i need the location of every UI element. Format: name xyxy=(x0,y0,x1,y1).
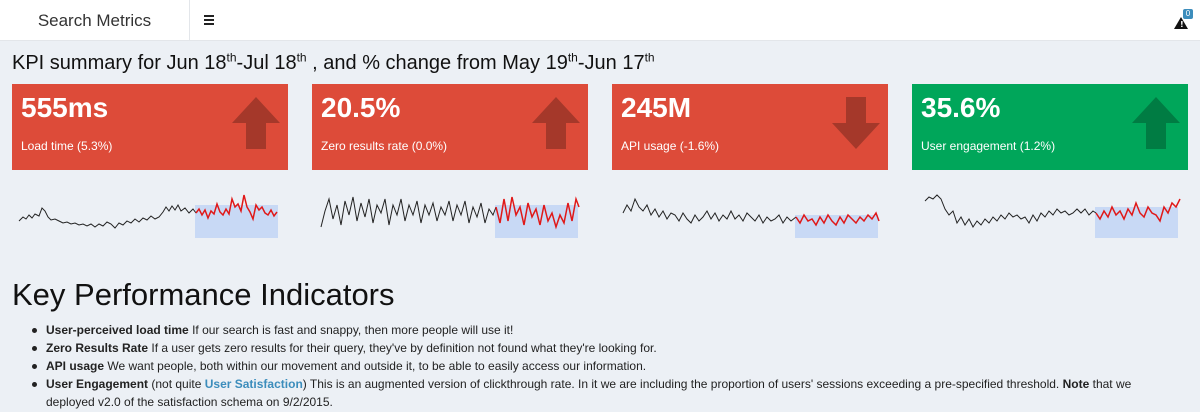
up-arrow-icon xyxy=(532,97,580,149)
user-satisfaction-link[interactable]: User Satisfaction xyxy=(204,377,303,391)
alert-count-badge: 0 xyxy=(1183,9,1193,19)
sparkline-zero-results xyxy=(320,196,580,238)
sparkline-highlight xyxy=(1095,207,1178,238)
sparkline-recent xyxy=(1095,198,1181,223)
warning-icon xyxy=(1174,17,1188,29)
kpi-box-api-usage[interactable]: 245M API usage (-1.6%) xyxy=(612,84,888,170)
kpi-box-user-engagement[interactable]: 35.6% User engagement (1.2%) xyxy=(912,84,1188,170)
sparkline-history xyxy=(18,203,197,229)
kpi-value: 245M xyxy=(621,92,692,123)
sparkline-recent xyxy=(795,211,880,227)
top-navbar: Search Metrics ! 0 xyxy=(0,0,1200,41)
alerts-button[interactable]: ! 0 xyxy=(1174,9,1198,33)
list-item: Zero Results Rate If a user gets zero re… xyxy=(30,339,1180,357)
sparkline-highlight xyxy=(195,205,278,238)
sparkline-user-engagement xyxy=(924,194,1181,238)
kpi-label: Load time (5.3%) xyxy=(21,139,113,153)
list-item: User Engagement (not quite User Satisfac… xyxy=(30,375,1180,411)
up-arrow-icon xyxy=(232,97,280,149)
sparkline-recent xyxy=(495,196,580,230)
kpi-box-zero-results[interactable]: 20.5% Zero results rate (0.0%) xyxy=(312,84,588,170)
up-arrow-icon xyxy=(1132,97,1180,149)
sparkline-history xyxy=(924,194,1097,228)
list-item: User-perceived load time If our search i… xyxy=(30,321,1180,339)
kpi-definitions-list: User-perceived load time If our search i… xyxy=(30,321,1180,411)
section-title: Key Performance Indicators xyxy=(12,277,395,312)
sparkline-api-usage xyxy=(622,197,880,238)
kpi-value: 555ms xyxy=(21,92,109,123)
kpi-value: 35.6% xyxy=(921,92,1001,123)
kpi-value: 20.5% xyxy=(321,92,401,123)
list-item: API usage We want people, both within ou… xyxy=(30,357,1180,375)
app-title[interactable]: Search Metrics xyxy=(0,0,190,41)
down-arrow-icon xyxy=(832,97,880,149)
kpi-label: API usage (-1.6%) xyxy=(621,139,720,153)
sparkline-history xyxy=(622,197,797,224)
sparkline-history xyxy=(320,196,497,228)
sparkline-load-time xyxy=(18,194,278,238)
menu-toggle-icon[interactable] xyxy=(201,13,217,29)
kpi-label: User engagement (1.2%) xyxy=(921,139,1056,153)
kpi-box-load-time[interactable]: 555ms Load time (5.3%) xyxy=(12,84,288,170)
sparkline-recent xyxy=(195,194,278,222)
kpi-summary-heading: KPI summary for Jun 18th-Jul 18th , and … xyxy=(12,50,655,74)
kpi-label: Zero results rate (0.0%) xyxy=(321,139,448,153)
